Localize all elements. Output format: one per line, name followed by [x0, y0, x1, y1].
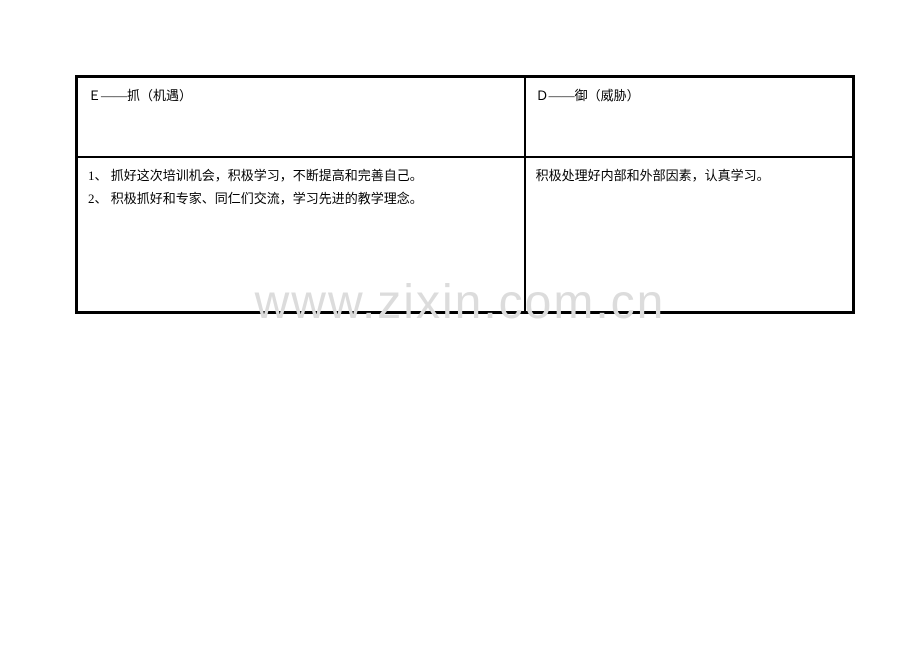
table-header-row: Ｅ——抓（机遇） Ｄ——御（威胁） — [77, 77, 853, 157]
swot-table: Ｅ——抓（机遇） Ｄ——御（威胁） 1、 抓好这次培训机会，积极学习，不断提高和… — [75, 75, 855, 314]
content-cell-threat: 积极处理好内部和外部因素，认真学习。 — [525, 157, 853, 312]
opportunity-list: 1、 抓好这次培训机会，积极学习，不断提高和完善自己。 2、 积极抓好和专家、同… — [88, 166, 514, 210]
header-cell-threat: Ｄ——御（威胁） — [525, 77, 853, 157]
list-item: 1、 抓好这次培训机会，积极学习，不断提高和完善自己。 — [88, 166, 514, 187]
header-cell-opportunity: Ｅ——抓（机遇） — [77, 77, 525, 157]
content-cell-opportunity: 1、 抓好这次培训机会，积极学习，不断提高和完善自己。 2、 积极抓好和专家、同… — [77, 157, 525, 312]
table-content-row: 1、 抓好这次培训机会，积极学习，不断提高和完善自己。 2、 积极抓好和专家、同… — [77, 157, 853, 312]
list-item: 2、 积极抓好和专家、同仁们交流，学习先进的教学理念。 — [88, 189, 514, 210]
